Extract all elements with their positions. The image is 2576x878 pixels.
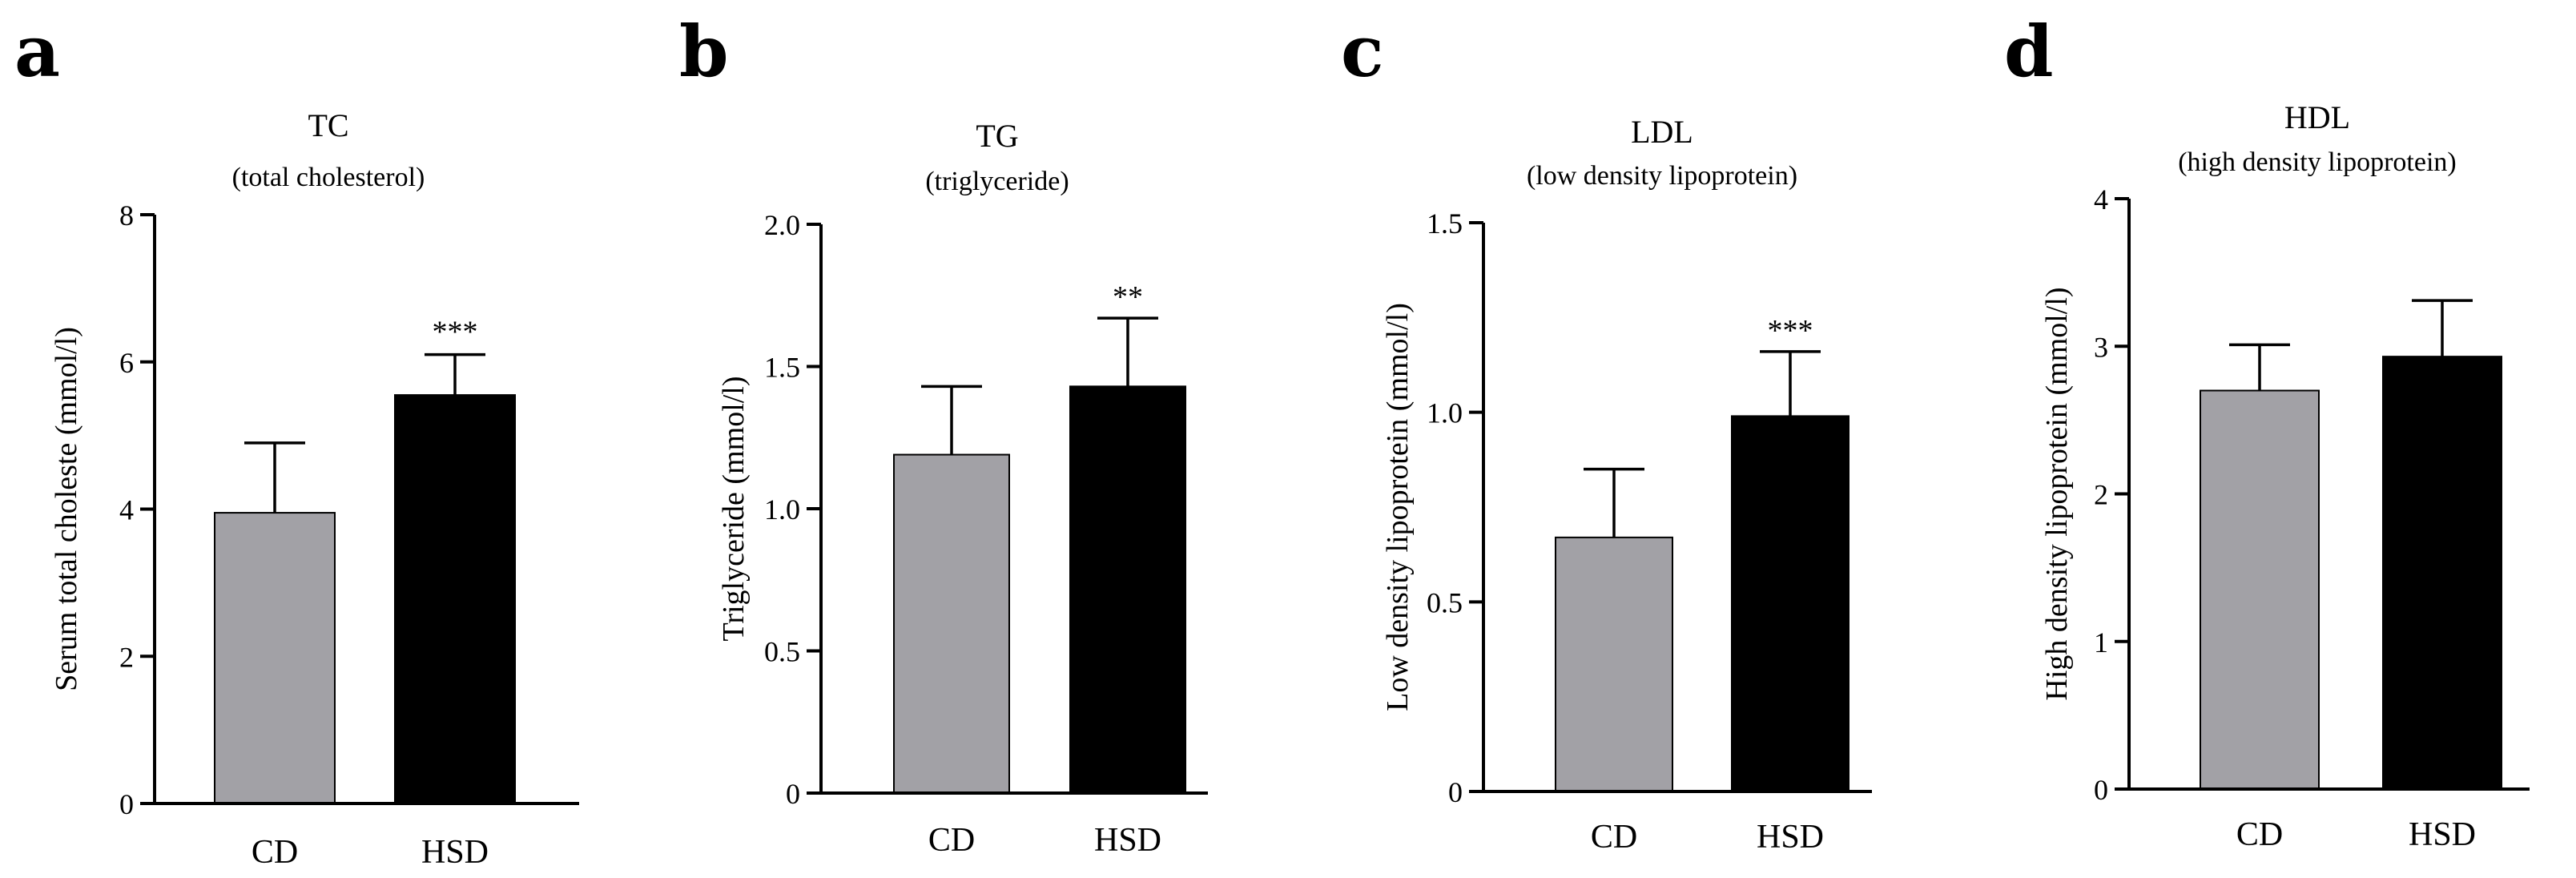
x-tick-label: HSD bbox=[1757, 819, 1824, 856]
x-tick-label: CD bbox=[2236, 816, 2283, 853]
panel-letter: d bbox=[2004, 10, 2054, 93]
x-tick-label: HSD bbox=[421, 834, 489, 871]
panel-a: a TC (total cholesterol) Serum total choles… bbox=[14, 10, 579, 871]
y-tick-label: 0 bbox=[786, 778, 800, 810]
significance-label: *** bbox=[1768, 314, 1813, 348]
y-tick-label: 3 bbox=[2094, 331, 2108, 363]
y-axis-label: Serum total choleste (mmol/l) bbox=[50, 327, 83, 691]
bar-hsd bbox=[1069, 385, 1186, 794]
bar-hsd bbox=[1731, 415, 1849, 793]
bar-cd bbox=[893, 453, 1010, 794]
y-tick-label: 0 bbox=[119, 788, 134, 820]
y-tick-label: 6 bbox=[119, 347, 134, 379]
panel-letter: a bbox=[14, 10, 60, 93]
y-tick-label: 1.0 bbox=[1427, 397, 1463, 429]
significance-label: ** bbox=[1113, 280, 1143, 314]
significance-label: *** bbox=[433, 316, 478, 349]
panel-c: c LDL (low density lipoprotein) Low density… bbox=[1341, 10, 1872, 856]
panel-letter: b bbox=[679, 10, 729, 93]
bar-cd bbox=[1555, 536, 1673, 792]
x-tick-label: CD bbox=[252, 834, 298, 871]
chart-subtitle: (high density lipoprotein) bbox=[2178, 147, 2457, 177]
bar-cd bbox=[2200, 389, 2320, 790]
chart-subtitle: (triglyceride) bbox=[925, 167, 1069, 196]
chart-subtitle: (low density lipoprotein) bbox=[1527, 161, 1797, 191]
y-tick-label: 4 bbox=[2094, 183, 2108, 215]
y-tick-label: 2.0 bbox=[764, 209, 800, 241]
x-tick-label: HSD bbox=[2409, 816, 2476, 853]
y-tick-label: 1.0 bbox=[764, 493, 800, 526]
chart-title: HDL bbox=[2284, 99, 2350, 135]
chart-title: LDL bbox=[1631, 114, 1693, 150]
y-tick-label: 0 bbox=[1448, 776, 1463, 808]
y-tick-label: 1 bbox=[2094, 626, 2108, 658]
y-axis-label: High density lipoprotein (mmol/l) bbox=[2040, 287, 2074, 700]
x-tick-label: HSD bbox=[1094, 822, 1161, 859]
panel-b: b TG (triglyceride) Triglyceride (mmol/l) CD… bbox=[679, 10, 1208, 859]
y-tick-label: 1.5 bbox=[764, 352, 800, 384]
chart-title: TC bbox=[308, 107, 348, 143]
y-axis-label: Low density lipoprotein (mmol/l) bbox=[1381, 303, 1415, 711]
y-tick-label: 4 bbox=[119, 494, 134, 526]
y-tick-label: 1.5 bbox=[1427, 207, 1463, 240]
y-tick-label: 0.5 bbox=[1427, 586, 1463, 618]
panel-d: d HDL (high density lipoprotein) High densi… bbox=[2004, 10, 2530, 853]
bar-hsd bbox=[2382, 356, 2502, 790]
y-axis-label: Triglyceride (mmol/l) bbox=[717, 376, 751, 641]
panel-letter: c bbox=[1341, 10, 1384, 93]
y-tick-label: 2 bbox=[2094, 479, 2108, 511]
y-tick-label: 2 bbox=[119, 641, 134, 673]
bar-hsd bbox=[394, 394, 516, 804]
y-tick-label: 0.5 bbox=[764, 636, 800, 668]
x-tick-label: CD bbox=[928, 822, 975, 859]
y-tick-label: 0 bbox=[2094, 774, 2108, 806]
x-tick-label: CD bbox=[1591, 819, 1637, 856]
chart-title: TG bbox=[976, 118, 1018, 154]
bar-cd bbox=[214, 512, 336, 804]
y-tick-label: 8 bbox=[119, 199, 134, 232]
chart-subtitle: (total cholesterol) bbox=[232, 163, 425, 192]
